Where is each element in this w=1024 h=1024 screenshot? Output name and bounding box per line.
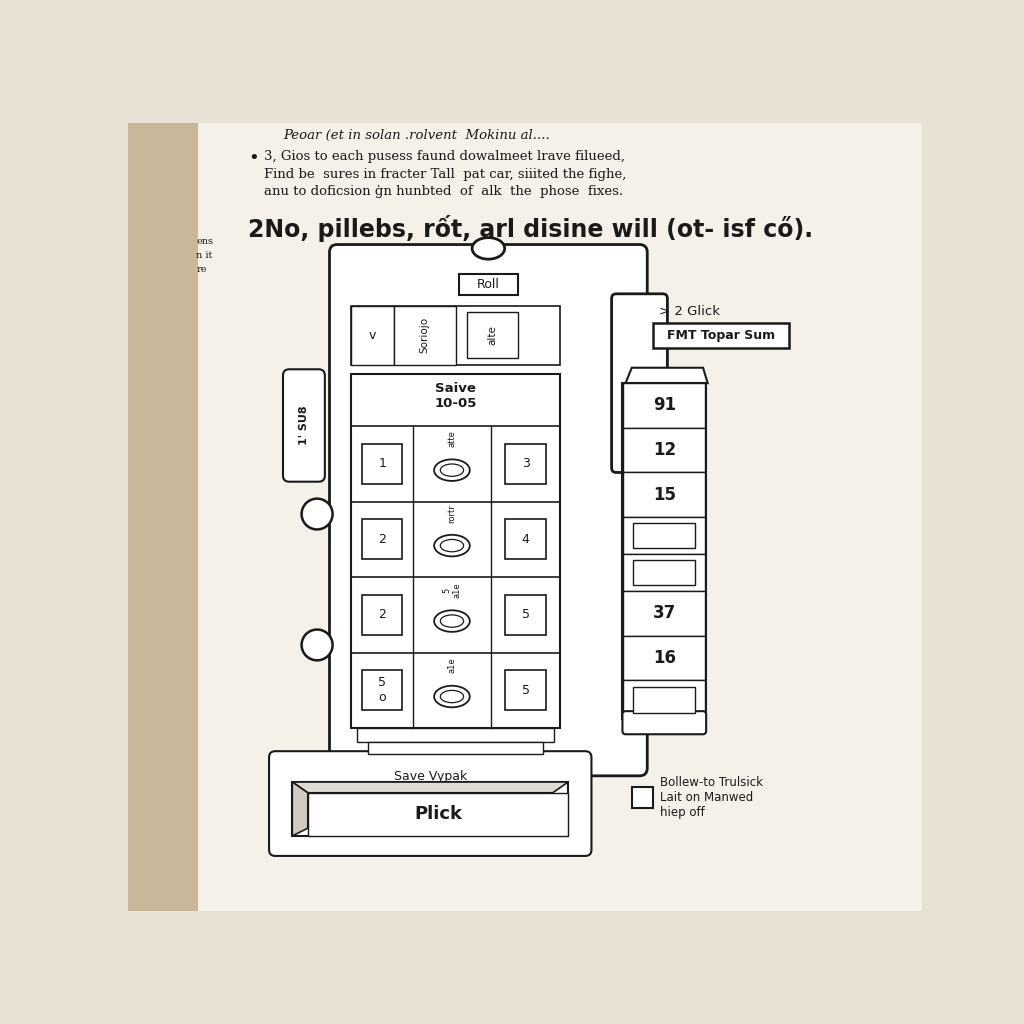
Bar <box>506 671 546 711</box>
Bar <box>369 742 544 755</box>
Bar <box>624 383 706 428</box>
Text: Find be  sures in fracter Tall  pat car, siiited the fighe,: Find be sures in fracter Tall pat car, s… <box>263 168 626 180</box>
FancyBboxPatch shape <box>283 370 325 481</box>
Text: Roll: Roll <box>477 279 500 291</box>
Bar <box>633 560 695 585</box>
Bar <box>459 273 518 295</box>
Bar <box>362 671 402 711</box>
Bar <box>394 306 456 365</box>
Polygon shape <box>292 782 568 793</box>
Text: rortr: rortr <box>447 504 457 522</box>
Bar <box>351 374 560 728</box>
Ellipse shape <box>434 535 470 556</box>
Text: •: • <box>248 150 259 168</box>
Text: 37: 37 <box>652 604 676 623</box>
Text: 2: 2 <box>378 608 386 622</box>
Text: Peoar (et in solan .rolvent  Mokinu al....: Peoar (et in solan .rolvent Mokinu al...… <box>283 129 550 142</box>
Text: 91: 91 <box>652 396 676 415</box>
FancyBboxPatch shape <box>269 752 592 856</box>
Text: 1: 1 <box>378 458 386 470</box>
Text: 4: 4 <box>521 532 529 546</box>
FancyBboxPatch shape <box>330 245 647 776</box>
Text: Bollew-to Trulsick
Lait on Manwed
hiep off: Bollew-to Trulsick Lait on Manwed hiep o… <box>659 776 763 819</box>
Text: 15: 15 <box>653 485 676 504</box>
Text: Save Vypak: Save Vypak <box>393 770 467 782</box>
Text: FMT Topar Sum: FMT Topar Sum <box>667 329 775 342</box>
Bar <box>653 324 790 348</box>
Bar <box>624 636 706 680</box>
Bar <box>633 523 695 548</box>
Text: alte: alte <box>487 326 498 345</box>
Text: 5
o: 5 o <box>378 677 386 705</box>
Text: > 2 Glick: > 2 Glick <box>658 304 720 317</box>
Text: 2No, pillebs, rốt, arl disine will (ot- isf cő).: 2No, pillebs, rốt, arl disine will (ot- … <box>248 215 813 243</box>
Bar <box>467 312 518 358</box>
Text: 16: 16 <box>653 649 676 667</box>
Text: 1' SU8: 1' SU8 <box>299 406 309 445</box>
FancyBboxPatch shape <box>623 711 707 734</box>
FancyBboxPatch shape <box>611 294 668 472</box>
Polygon shape <box>626 368 708 383</box>
Ellipse shape <box>434 610 470 632</box>
Ellipse shape <box>440 614 464 628</box>
Text: anu to doficsion ġn hunbted  of  alk  the  phose  fixes.: anu to doficsion ġn hunbted of alk the p… <box>263 185 623 199</box>
Text: 5
a1e: 5 a1e <box>442 583 462 598</box>
Ellipse shape <box>434 460 470 481</box>
Text: re: re <box>197 264 207 273</box>
Text: 12: 12 <box>652 441 676 459</box>
Bar <box>633 686 695 713</box>
Bar <box>624 517 706 554</box>
Bar <box>506 444 546 484</box>
Bar <box>624 472 706 517</box>
Ellipse shape <box>440 690 464 702</box>
Text: 5: 5 <box>521 608 529 622</box>
FancyBboxPatch shape <box>190 123 922 911</box>
Circle shape <box>302 499 333 529</box>
Bar <box>308 793 568 836</box>
Bar <box>351 306 394 365</box>
Text: 3: 3 <box>521 458 529 470</box>
Text: n it: n it <box>197 251 213 260</box>
Bar <box>624 591 706 636</box>
Text: atte: atte <box>447 430 457 447</box>
Bar <box>362 444 402 484</box>
Ellipse shape <box>440 540 464 552</box>
Bar <box>624 554 706 591</box>
Text: a1e: a1e <box>447 657 457 674</box>
Ellipse shape <box>434 686 470 708</box>
Bar <box>632 786 653 808</box>
Text: 2: 2 <box>378 532 386 546</box>
Bar <box>128 123 198 911</box>
Text: Saive
10-05: Saive 10-05 <box>434 382 477 410</box>
Bar <box>362 595 402 635</box>
Ellipse shape <box>440 464 464 476</box>
Text: 5: 5 <box>521 684 529 697</box>
Text: ens: ens <box>197 237 213 246</box>
Text: v: v <box>369 329 376 342</box>
Text: 3, Gios to each pusess faund dowalmeet lrave filueed,: 3, Gios to each pusess faund dowalmeet l… <box>263 150 625 163</box>
Polygon shape <box>292 782 308 836</box>
Bar <box>624 680 706 719</box>
Text: Soriojo: Soriojo <box>420 317 430 353</box>
Bar <box>362 519 402 559</box>
Bar <box>506 595 546 635</box>
Text: Plick: Plick <box>414 805 462 823</box>
Bar <box>357 728 554 742</box>
Bar <box>623 383 707 719</box>
Ellipse shape <box>472 238 505 259</box>
Bar <box>506 519 546 559</box>
Circle shape <box>302 630 333 660</box>
Bar <box>292 782 568 836</box>
Bar <box>624 428 706 472</box>
Bar <box>351 306 560 365</box>
